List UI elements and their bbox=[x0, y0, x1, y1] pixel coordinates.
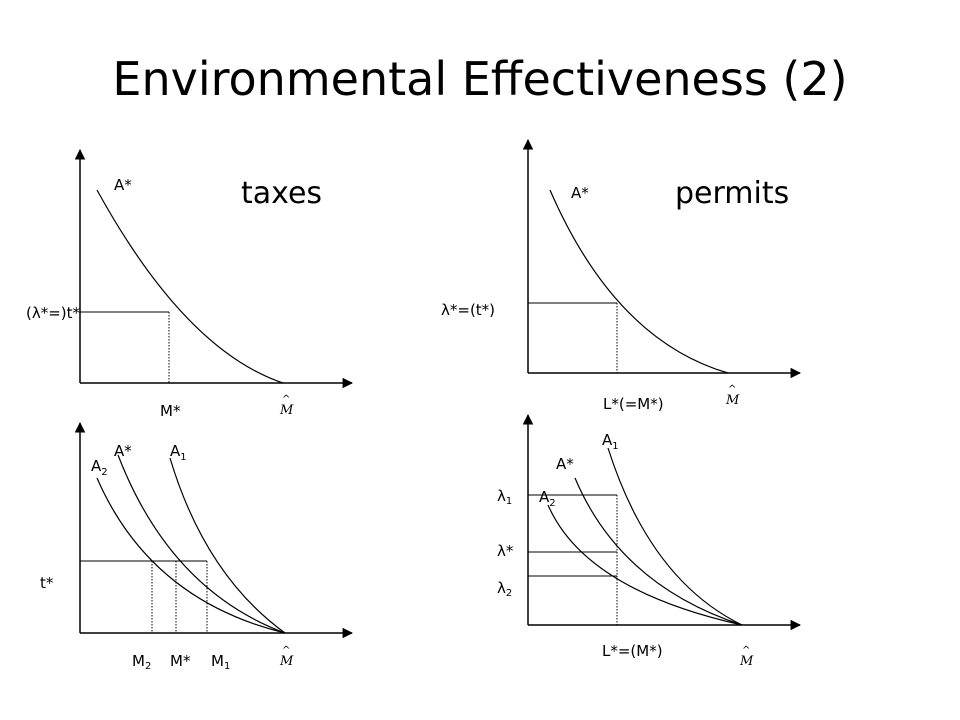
taxes-shift-curve-a-star bbox=[117, 454, 286, 634]
permits-shift-axis-end-label: M bbox=[739, 654, 754, 669]
permits-shift-curve-a-star bbox=[574, 477, 743, 626]
taxes-panel: A* taxes (λ*=)t* M* M ^ bbox=[26, 148, 354, 420]
permits-y-label: λ*=(t*) bbox=[441, 301, 495, 319]
taxes-x-label: M* bbox=[160, 402, 181, 420]
permits-shift-curve-a1 bbox=[607, 447, 743, 626]
taxes-shift-a1-label: A1 bbox=[170, 442, 187, 463]
taxes-axis-end-hat: ^ bbox=[282, 394, 290, 405]
permits-axis-end-label: M bbox=[725, 393, 740, 408]
taxes-axis-end-label: M bbox=[279, 403, 294, 418]
taxes-abatement-curve-a-star bbox=[96, 189, 284, 384]
permits-shift-lambda1-label: λ1 bbox=[497, 487, 512, 507]
taxes-shift-panel: A2 A* A1 t* M2 M* M1 M ^ bbox=[40, 421, 354, 672]
permits-shift-a2-label: A2 bbox=[539, 488, 556, 509]
taxes-shift-curve-a2 bbox=[96, 477, 286, 634]
permits-shift-a-star-label: A* bbox=[556, 455, 574, 473]
permits-shift-axis-end-hat: ^ bbox=[742, 645, 750, 656]
permits-shift-lambda-star-label: λ* bbox=[497, 542, 514, 560]
taxes-shift-a2-label: A2 bbox=[91, 457, 108, 478]
taxes-shift-axis-end-hat: ^ bbox=[282, 645, 290, 656]
taxes-shift-y-label: t* bbox=[40, 574, 54, 592]
permits-shift-a1-label: A1 bbox=[602, 431, 619, 452]
permits-shift-x-label: L*=(M*) bbox=[602, 642, 663, 660]
permits-shift-panel: A1 A* A2 λ1 λ* λ2 L*=(M*) M ^ bbox=[497, 413, 802, 669]
taxes-shift-axis-end-label: M bbox=[279, 654, 294, 669]
taxes-heading: taxes bbox=[241, 176, 322, 211]
permits-shift-curve-a2 bbox=[547, 504, 743, 626]
permits-panel: A* permits λ*=(t*) L*(=M*) M ^ bbox=[441, 138, 802, 413]
slide-title: Environmental Effectiveness (2) bbox=[112, 52, 848, 106]
permits-abatement-curve-a-star bbox=[549, 189, 729, 374]
taxes-shift-m-star-label: M* bbox=[170, 652, 191, 670]
taxes-y-label: (λ*=)t* bbox=[26, 304, 81, 322]
taxes-shift-curve-a1 bbox=[169, 457, 286, 634]
permits-axis-end-hat: ^ bbox=[728, 384, 736, 395]
taxes-shift-m2-label: M2 bbox=[132, 652, 151, 672]
permits-x-label: L*(=M*) bbox=[603, 395, 664, 413]
taxes-shift-a-star-label: A* bbox=[114, 442, 132, 460]
permits-curve-label: A* bbox=[571, 184, 589, 202]
taxes-shift-m1-label: M1 bbox=[211, 652, 230, 672]
permits-shift-lambda2-label: λ2 bbox=[497, 579, 512, 599]
taxes-curve-label: A* bbox=[114, 176, 132, 194]
permits-heading: permits bbox=[675, 176, 789, 211]
